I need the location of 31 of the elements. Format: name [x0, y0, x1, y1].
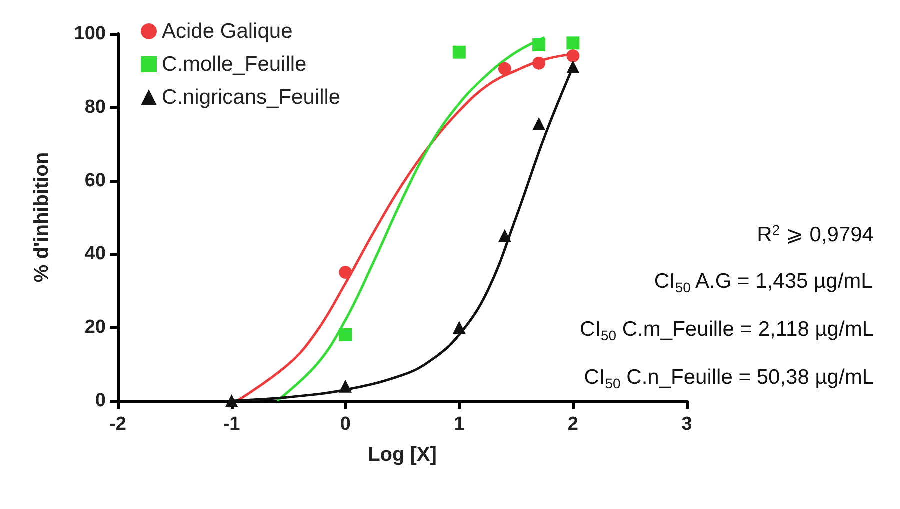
- point: [566, 60, 580, 74]
- point: [566, 50, 580, 63]
- point: [339, 266, 352, 280]
- y-tick-label: 60: [84, 170, 106, 192]
- point: [498, 229, 512, 242]
- x-tick-label: 1: [454, 414, 466, 435]
- point: [339, 328, 352, 342]
- legend-label: C.nigricans_Feuille: [162, 86, 341, 109]
- point: [452, 46, 466, 59]
- point: [532, 56, 546, 70]
- point: [452, 321, 466, 334]
- x-tick-label: -2: [110, 414, 126, 435]
- point: [566, 36, 580, 50]
- y-axis-title: % d'inhibition: [31, 152, 53, 283]
- y-tick-label: 40: [84, 244, 106, 265]
- y-tick-label: 80: [84, 96, 106, 118]
- legend-label: Acide Galique: [162, 20, 293, 43]
- y-tick-label: 100: [74, 24, 106, 44]
- x-tick-label: 2: [568, 414, 578, 435]
- point: [498, 62, 512, 76]
- point: [225, 394, 238, 408]
- point: [532, 117, 546, 130]
- x-tick-label: -1: [223, 414, 241, 435]
- point: [339, 380, 352, 393]
- y-tick-label: 0: [95, 390, 106, 412]
- point: [532, 38, 546, 52]
- legend-label: C.molle_Feuille: [162, 53, 307, 76]
- x-tick-label: 3: [682, 414, 692, 435]
- y-tick-label: 20: [84, 317, 106, 338]
- x-axis-title: Log [X]: [368, 444, 437, 466]
- x-tick-label: 0: [340, 414, 351, 435]
